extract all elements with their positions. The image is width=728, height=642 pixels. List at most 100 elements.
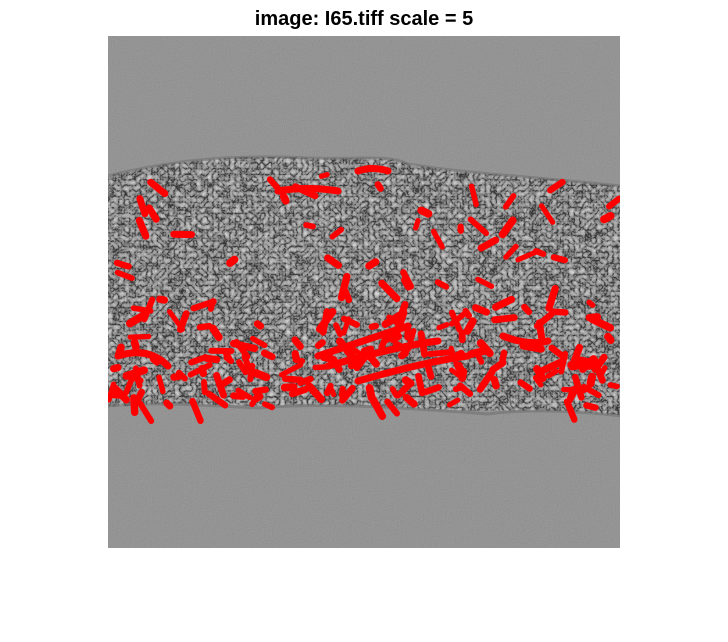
- filament-segment: [402, 393, 418, 408]
- filament-segment: [472, 304, 490, 316]
- filament-segment: [398, 349, 409, 360]
- filament-segment: [567, 386, 577, 402]
- filament-segment: [600, 211, 615, 224]
- filament-segment: [203, 354, 221, 364]
- filament-segment: [368, 322, 380, 330]
- filament-segment: [550, 254, 568, 264]
- filament-segment: [521, 303, 533, 316]
- filament-segment: [572, 355, 595, 366]
- filament-segment: [114, 269, 135, 281]
- filament-segment: [303, 222, 316, 230]
- filament-streak: [274, 185, 342, 195]
- filament-segment: [123, 375, 135, 396]
- filament-segment: [201, 379, 208, 396]
- filament-streak: [354, 165, 392, 175]
- filament-segment: [187, 362, 213, 378]
- filament-streak: [114, 349, 172, 370]
- filament-streak: [324, 337, 442, 370]
- filament-segment: [329, 387, 337, 398]
- filament-segment: [394, 383, 412, 399]
- filament-segment: [262, 401, 275, 411]
- filament-segment: [147, 178, 169, 198]
- filament-segment: [126, 311, 147, 328]
- filament-segment: [111, 384, 130, 404]
- filament-segment: [235, 387, 253, 401]
- filament-segment: [382, 331, 396, 344]
- filament-segment: [318, 172, 330, 179]
- filament-segment: [329, 226, 345, 240]
- filament-segment: [426, 349, 453, 357]
- filament-segment: [558, 350, 569, 375]
- filament-segment: [563, 398, 578, 423]
- filament-segment: [163, 399, 174, 410]
- filament-segment: [571, 373, 585, 401]
- filament-segment: [448, 309, 463, 333]
- filament-segment: [468, 183, 479, 208]
- filament-segment: [532, 374, 544, 388]
- filament-segment: [260, 349, 276, 361]
- filament-segment: [305, 382, 326, 404]
- filament-segment: [278, 362, 304, 378]
- filament-segment: [297, 375, 314, 386]
- filament-segment: [467, 347, 488, 359]
- filament-segment: [538, 358, 565, 375]
- filament-segment: [533, 310, 555, 330]
- filament-segment: [175, 369, 188, 382]
- filament-segment: [133, 388, 145, 405]
- filament-segment: [545, 368, 559, 379]
- filament-segment: [457, 382, 474, 397]
- filament-segment: [127, 373, 144, 384]
- filament-segment: [167, 309, 186, 332]
- filament-segment: [475, 276, 495, 290]
- filament-segment: [477, 236, 500, 252]
- filament-segment: [291, 336, 304, 350]
- filament-segment: [170, 372, 183, 381]
- filament-segment: [491, 314, 518, 324]
- filament-segment: [434, 279, 450, 290]
- filament-segment: [226, 255, 239, 268]
- filament-segment: [462, 307, 473, 319]
- filament-segment: [598, 365, 608, 378]
- filament-segment: [547, 178, 566, 194]
- filament-segment: [137, 400, 155, 424]
- filament-segment: [378, 279, 401, 303]
- filament-segment: [250, 369, 267, 380]
- filament-segment: [156, 374, 166, 395]
- filament-segment: [538, 203, 556, 225]
- filament-segment: [549, 308, 569, 316]
- filament-segment: [607, 382, 620, 390]
- filament-segment: [498, 216, 517, 239]
- microscopy-image-canvas: [108, 36, 620, 548]
- filament-segment: [241, 353, 252, 371]
- filament-segment: [279, 192, 290, 205]
- filament-segment: [458, 367, 468, 382]
- filament-segment: [430, 228, 445, 250]
- filament-segment: [389, 332, 403, 344]
- filament-segment: [436, 322, 450, 331]
- filament-segment: [281, 375, 304, 384]
- filament-segment: [337, 272, 351, 302]
- filament-segment: [249, 335, 268, 349]
- filament-segment: [288, 385, 309, 398]
- filament-segment: [572, 361, 586, 371]
- filament-segment: [400, 269, 414, 290]
- filament-segment: [190, 298, 217, 312]
- filament-streak: [499, 332, 552, 347]
- filament-segment: [413, 218, 421, 231]
- filament-segment: [467, 216, 490, 237]
- cell-region: [108, 156, 620, 416]
- filament-segment: [365, 384, 376, 402]
- filament-segment: [502, 193, 517, 210]
- filament-segment: [365, 258, 380, 270]
- filament-segment: [218, 376, 233, 389]
- filament-segment: [360, 345, 375, 355]
- filament-segment: [188, 354, 209, 366]
- filament-segment: [145, 204, 160, 223]
- filament-segment: [324, 382, 334, 397]
- filament-segment: [230, 392, 247, 400]
- filament-segment: [586, 372, 597, 388]
- filament-overlay: [108, 165, 620, 424]
- filament-segment: [333, 322, 344, 338]
- filament-segment: [384, 398, 400, 417]
- filament-segment: [583, 402, 599, 411]
